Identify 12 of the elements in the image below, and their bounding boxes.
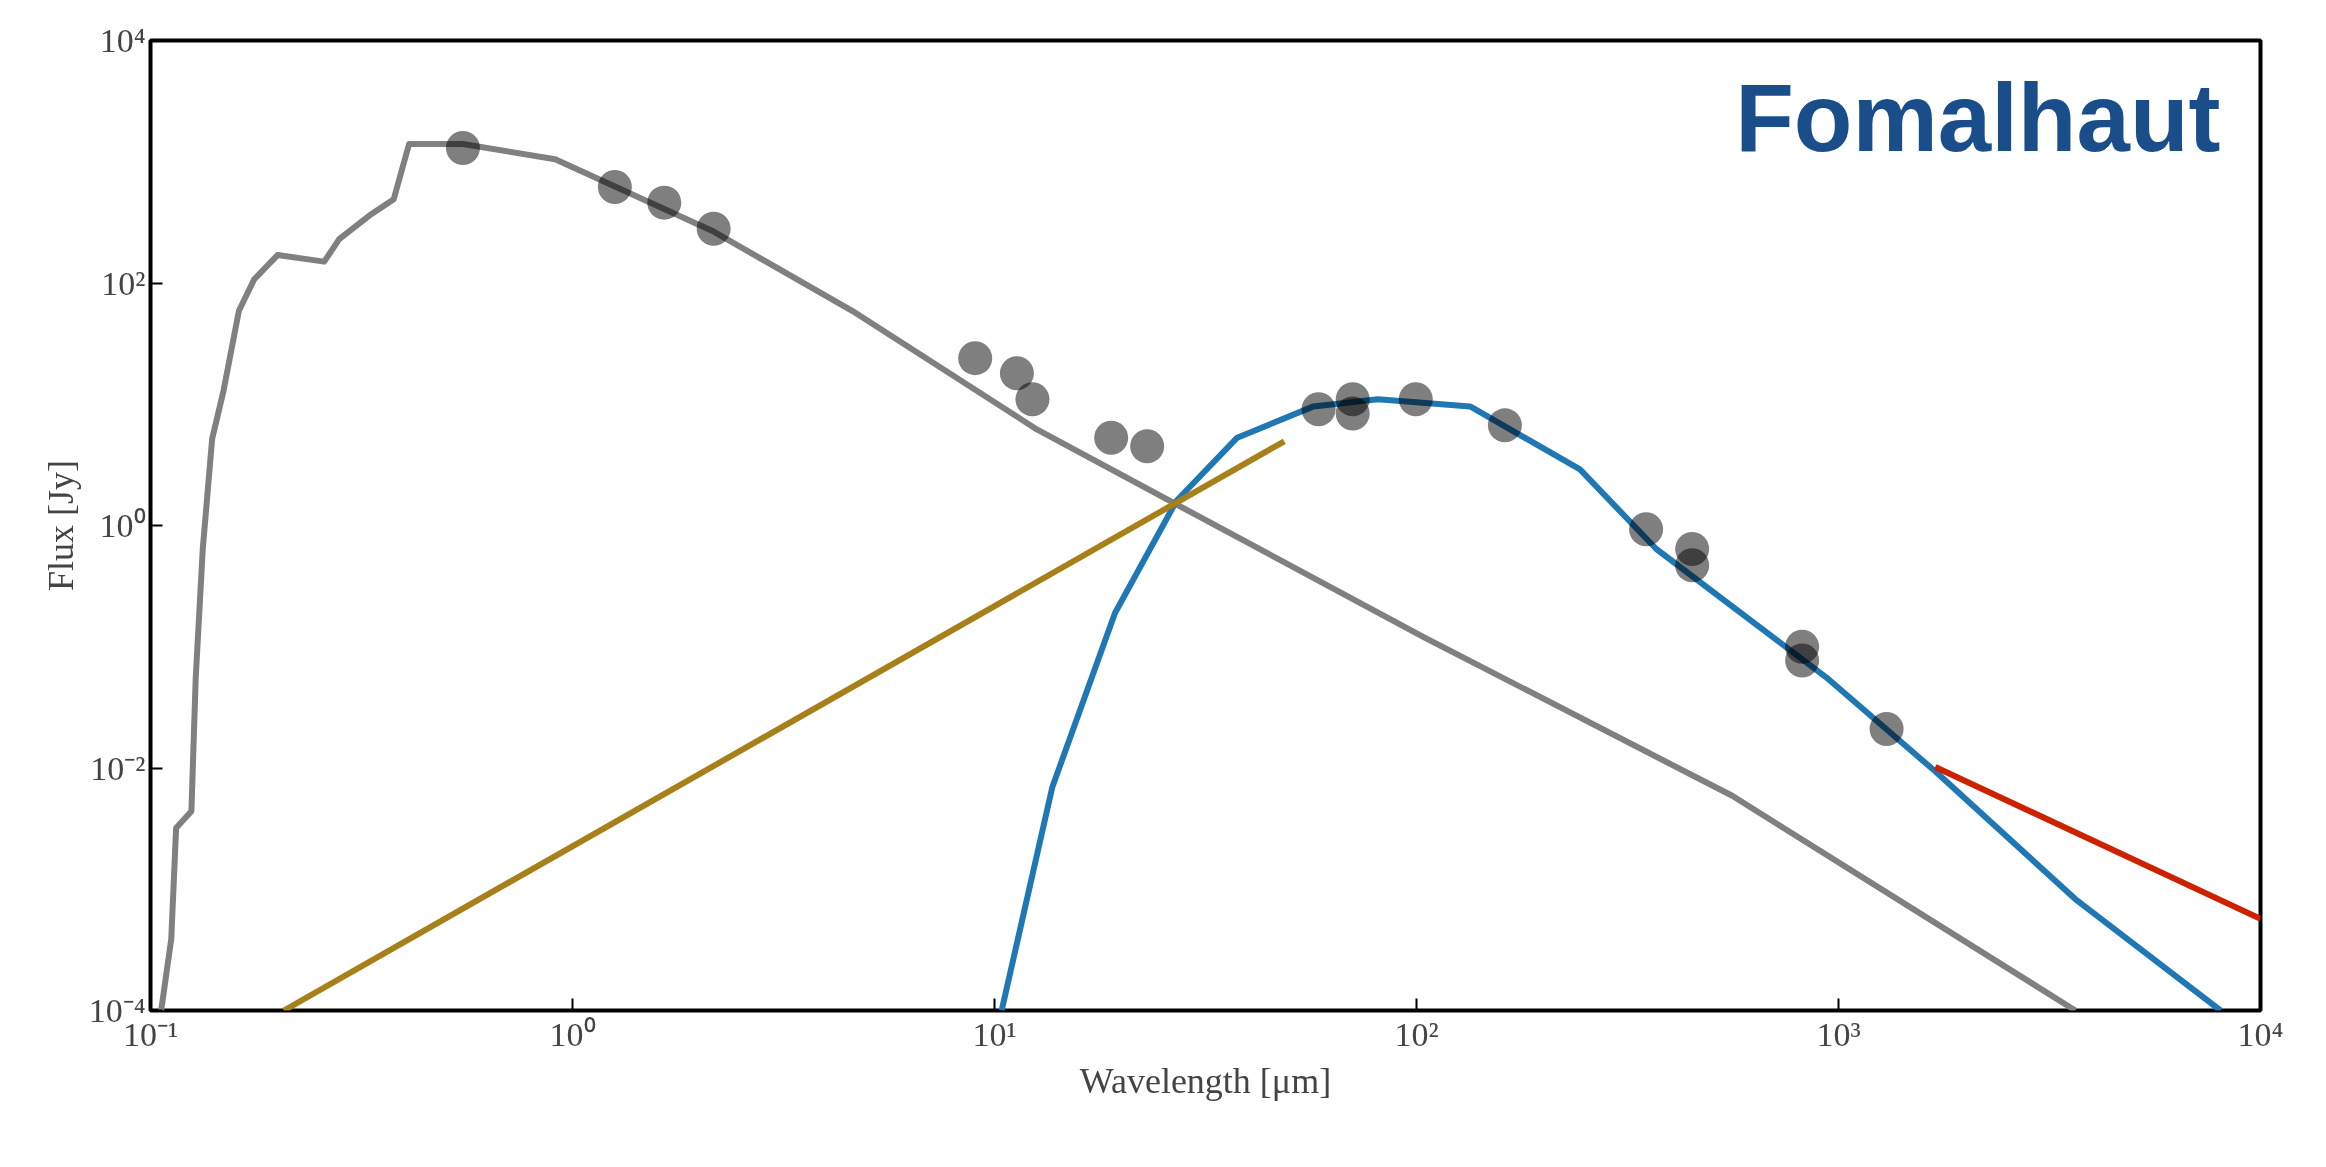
chart-title: Fomalhaut: [1735, 63, 2221, 171]
x-tick-label: 10⁴: [2237, 1015, 2284, 1053]
y-tick-label: 10⁰: [99, 507, 146, 544]
x-tick-label: 10¹: [972, 1015, 1017, 1053]
x-tick-label: 10⁰: [549, 1015, 596, 1053]
y-tick-label: 10⁻²: [90, 749, 146, 787]
y-tick-label: 10²: [101, 264, 146, 302]
x-tick-label: 10²: [1394, 1015, 1439, 1053]
x-axis-title: Wavelength [μm]: [1079, 1060, 1332, 1101]
y-axis-title: Flux [Jy]: [40, 459, 81, 591]
y-tick-label: 10⁴: [99, 22, 146, 59]
x-tick-label: 10³: [1816, 1015, 1861, 1053]
